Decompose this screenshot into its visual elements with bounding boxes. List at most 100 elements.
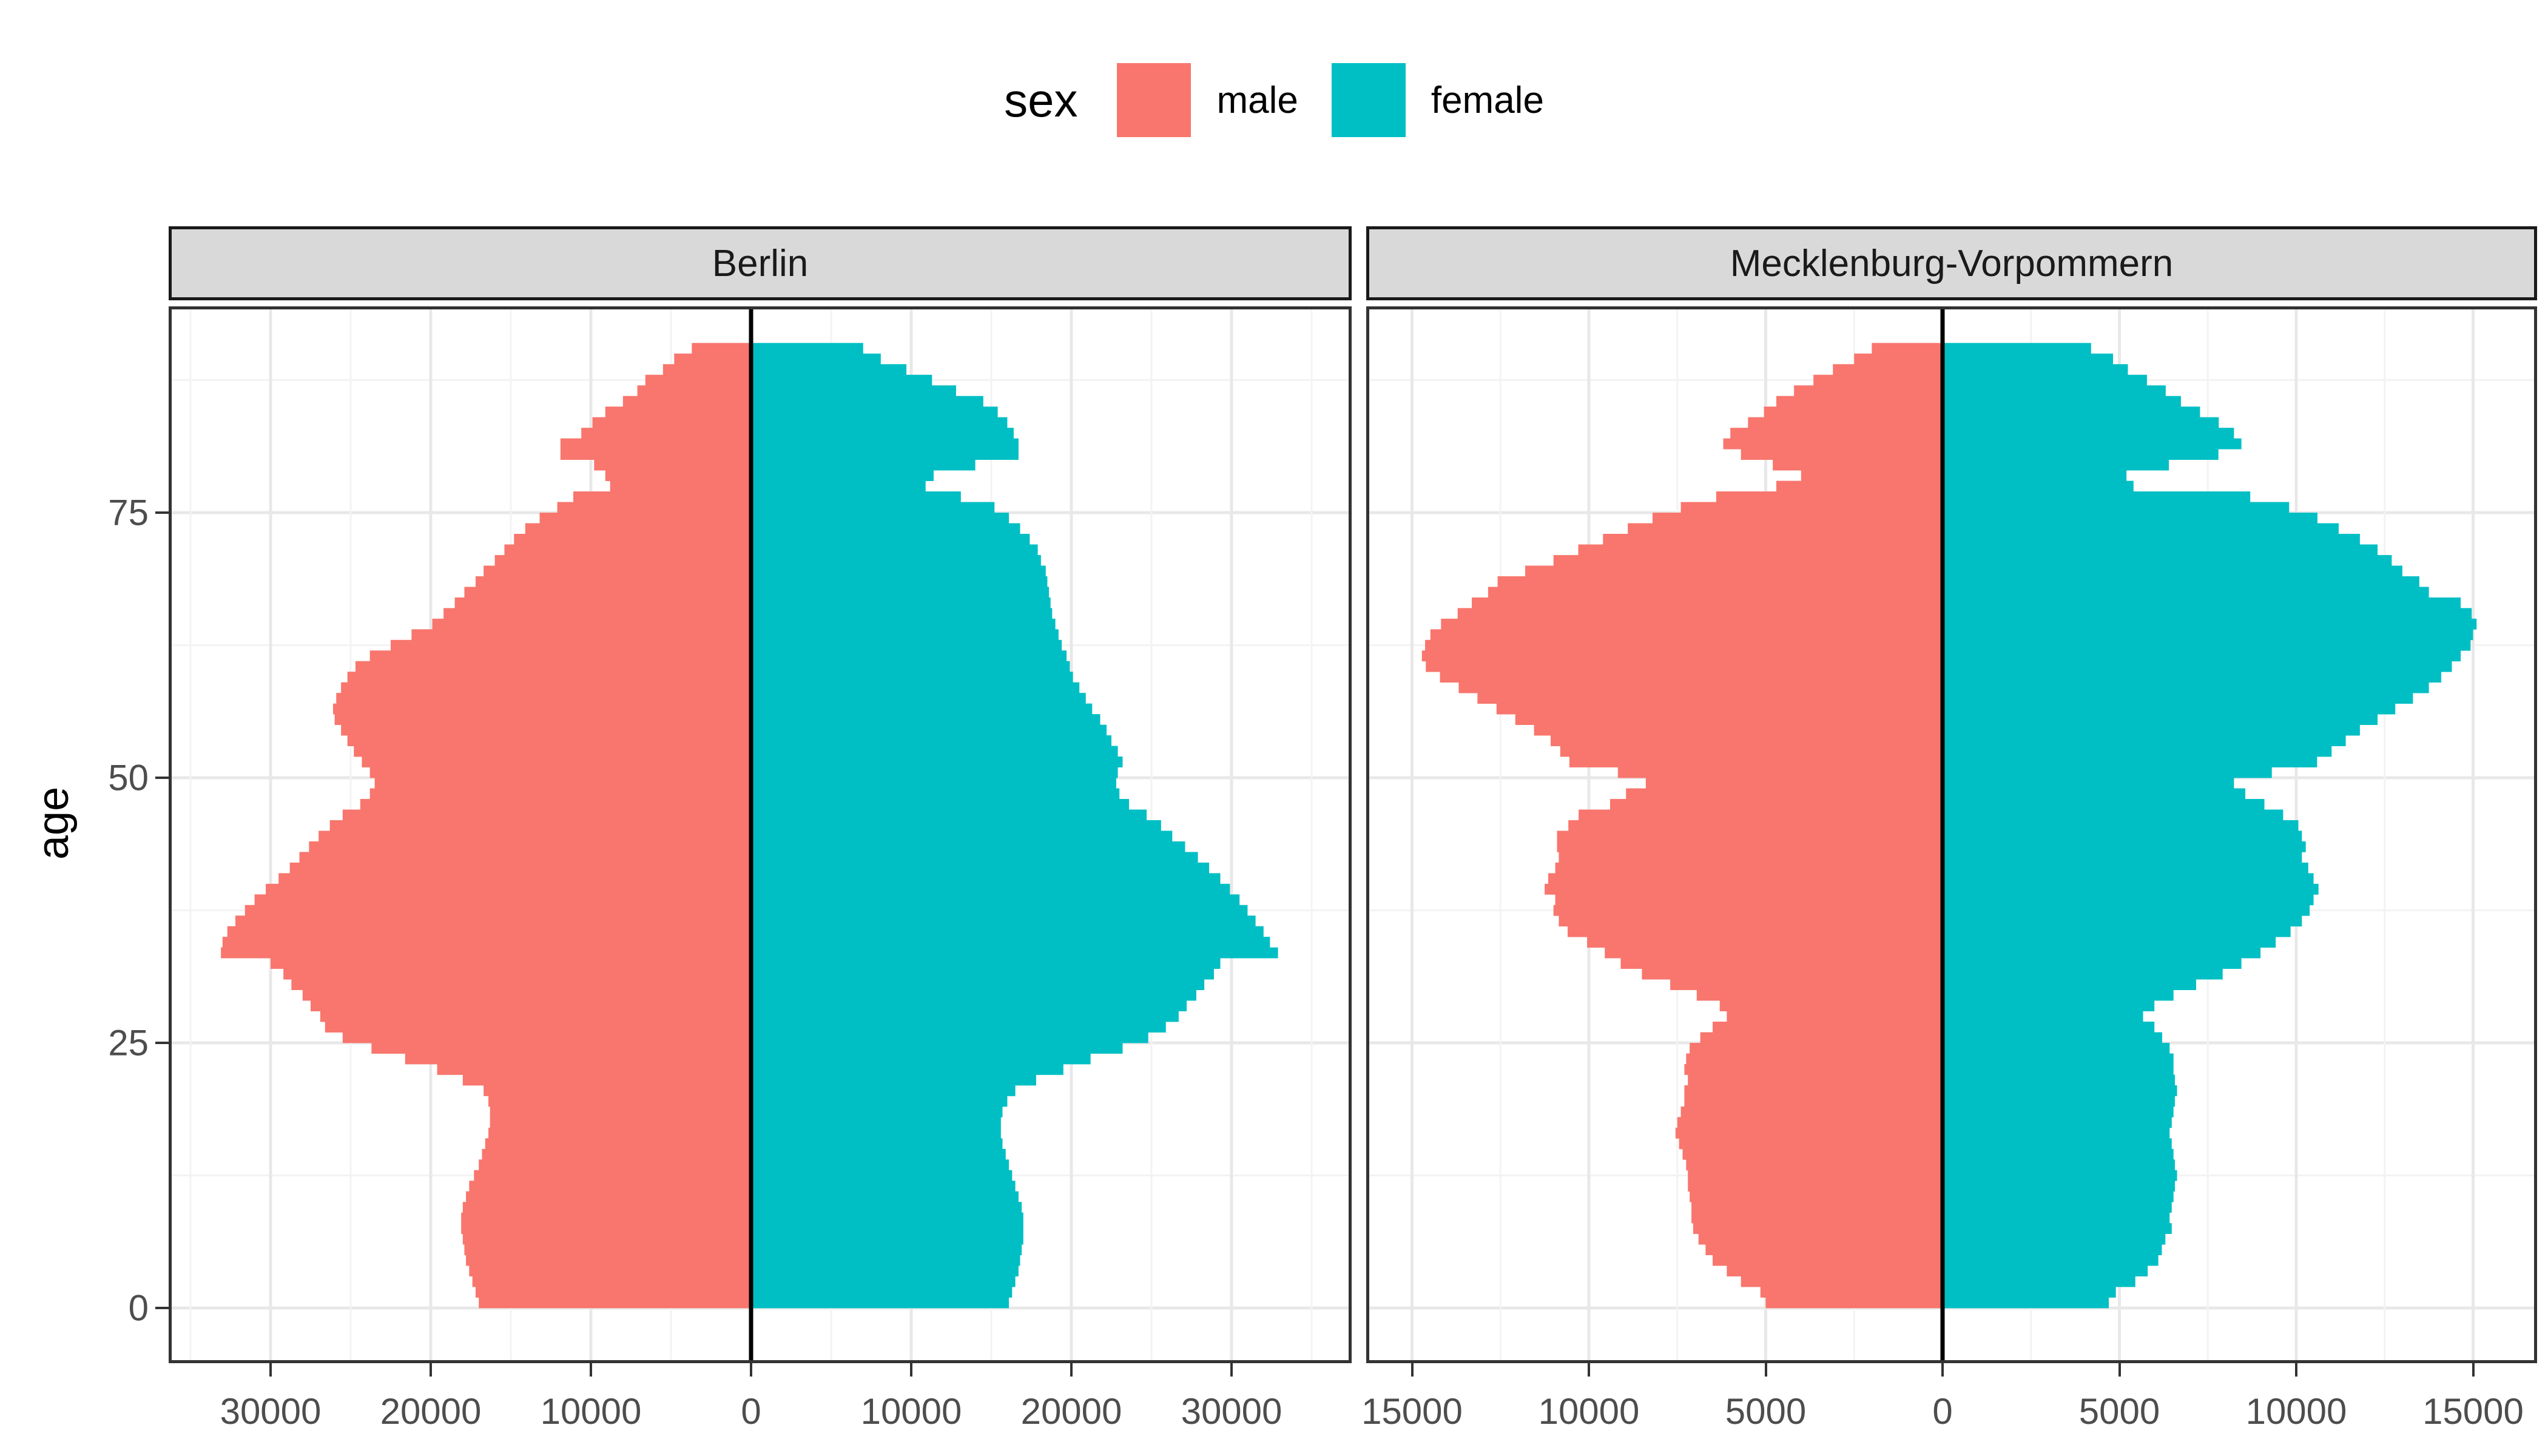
bar-male-age-85 xyxy=(622,396,751,407)
bar-female-age-84 xyxy=(1943,406,2200,418)
bar-male-age-57 xyxy=(336,693,751,704)
bar-female-age-13 xyxy=(751,1159,1009,1171)
bar-female-age-50 xyxy=(1943,767,2272,778)
bar-male-age-82 xyxy=(581,428,751,439)
bar-female-age-41 xyxy=(751,862,1210,874)
bar-male-age-0 xyxy=(479,1297,751,1309)
bar-male-age-9 xyxy=(1691,1202,1943,1213)
bar-male-age-69 xyxy=(1525,565,1943,577)
bar-male-age-67 xyxy=(464,587,751,598)
bar-male-age-23 xyxy=(405,1053,751,1065)
bar-female-age-23 xyxy=(751,1053,1091,1065)
bar-male-age-26 xyxy=(325,1022,751,1033)
bar-male-age-77 xyxy=(610,480,751,492)
bar-male-age-51 xyxy=(1569,757,1943,767)
bar-female-age-3 xyxy=(751,1266,1019,1276)
y-tick-mark xyxy=(155,777,169,779)
bar-female-age-45 xyxy=(1943,820,2299,831)
bar-male-age-21 xyxy=(1688,1074,1943,1086)
bar-female-age-83 xyxy=(1943,417,2219,428)
y-tick-mark xyxy=(155,1307,169,1309)
bar-male-age-0 xyxy=(1765,1297,1943,1309)
bar-female-age-0 xyxy=(1943,1297,2109,1309)
bar-female-age-55 xyxy=(1943,714,2378,725)
bar-male-age-79 xyxy=(594,459,751,471)
bar-male-age-17 xyxy=(1677,1117,1943,1128)
y-tick-label: 50 xyxy=(108,757,149,798)
bar-male-age-52 xyxy=(354,746,751,757)
bar-male-age-4 xyxy=(466,1255,751,1266)
bar-male-age-30 xyxy=(291,979,751,990)
bar-male-age-30 xyxy=(1670,979,1943,990)
bar-female-age-9 xyxy=(751,1202,1022,1213)
bar-male-age-50 xyxy=(1617,767,1943,778)
bar-female-age-76 xyxy=(1943,491,2251,502)
bar-male-age-34 xyxy=(1587,937,1943,948)
bar-female-age-39 xyxy=(751,883,1230,895)
bar-female-age-22 xyxy=(751,1063,1063,1075)
bar-male-age-2 xyxy=(1741,1276,1943,1287)
bar-male-age-19 xyxy=(488,1096,751,1107)
bar-male-age-48 xyxy=(369,788,751,800)
bar-female-age-34 xyxy=(751,937,1270,948)
bar-female-age-7 xyxy=(1943,1223,2172,1235)
x-tick-mark xyxy=(1588,1363,1590,1377)
bar-male-age-60 xyxy=(355,661,751,672)
bar-female-age-45 xyxy=(751,820,1161,831)
pyramid-plot-mecklenburg xyxy=(1369,309,2534,1360)
bar-male-age-18 xyxy=(1680,1106,1943,1117)
legend-item-female: female xyxy=(1331,63,1544,137)
bar-male-age-9 xyxy=(462,1202,751,1213)
bar-female-age-28 xyxy=(1943,1000,2155,1011)
bar-male-age-68 xyxy=(1497,576,1943,587)
bar-male-age-32 xyxy=(1620,958,1943,969)
bar-male-age-18 xyxy=(490,1106,751,1117)
bar-female-age-24 xyxy=(1943,1043,2170,1054)
bar-male-age-78 xyxy=(605,470,751,481)
bar-female-age-77 xyxy=(751,480,926,492)
bar-male-age-20 xyxy=(484,1085,751,1096)
bar-male-age-55 xyxy=(1515,714,1943,725)
bar-female-age-80 xyxy=(751,449,1019,460)
bar-female-age-59 xyxy=(751,672,1073,683)
bar-male-age-55 xyxy=(334,714,751,725)
bar-male-age-65 xyxy=(1457,608,1943,619)
bar-female-age-42 xyxy=(751,852,1198,863)
bar-female-age-16 xyxy=(1943,1127,2170,1139)
bar-male-age-49 xyxy=(1645,778,1943,789)
bar-female-age-8 xyxy=(751,1212,1023,1224)
x-tick-label: 5000 xyxy=(1725,1391,1807,1432)
bar-male-age-47 xyxy=(1609,798,1943,810)
bar-female-age-63 xyxy=(1943,629,2473,641)
bar-female-age-44 xyxy=(1943,831,2302,842)
bar-male-age-44 xyxy=(1557,831,1943,842)
bar-male-age-74 xyxy=(1652,513,1943,524)
x-tick-mark xyxy=(2295,1363,2297,1377)
bar-female-age-46 xyxy=(751,809,1147,821)
bar-male-age-34 xyxy=(222,937,751,948)
bar-female-age-65 xyxy=(751,608,1053,619)
x-tick-mark xyxy=(2472,1363,2475,1377)
bar-female-age-89 xyxy=(1943,353,2114,365)
bar-female-age-6 xyxy=(1943,1233,2166,1245)
bar-female-age-54 xyxy=(1943,724,2360,736)
bar-female-age-60 xyxy=(751,661,1070,672)
bar-female-age-46 xyxy=(1943,809,2283,821)
bar-female-age-75 xyxy=(1943,502,2290,513)
bar-female-age-49 xyxy=(1943,778,2234,789)
bar-male-age-41 xyxy=(289,862,751,874)
bar-male-age-60 xyxy=(1426,661,1943,672)
bar-male-age-56 xyxy=(1496,703,1943,715)
bar-female-age-39 xyxy=(1943,883,2319,895)
bar-male-age-27 xyxy=(320,1011,751,1022)
bar-female-age-66 xyxy=(751,597,1051,608)
bar-male-age-31 xyxy=(283,968,751,980)
bar-female-age-54 xyxy=(751,724,1107,736)
bar-female-age-52 xyxy=(1943,746,2332,757)
bar-male-age-46 xyxy=(1579,809,1943,821)
bar-male-age-57 xyxy=(1477,693,1943,704)
bar-female-age-84 xyxy=(751,406,998,418)
bar-male-age-45 xyxy=(1568,820,1943,831)
bar-female-age-69 xyxy=(751,565,1046,577)
